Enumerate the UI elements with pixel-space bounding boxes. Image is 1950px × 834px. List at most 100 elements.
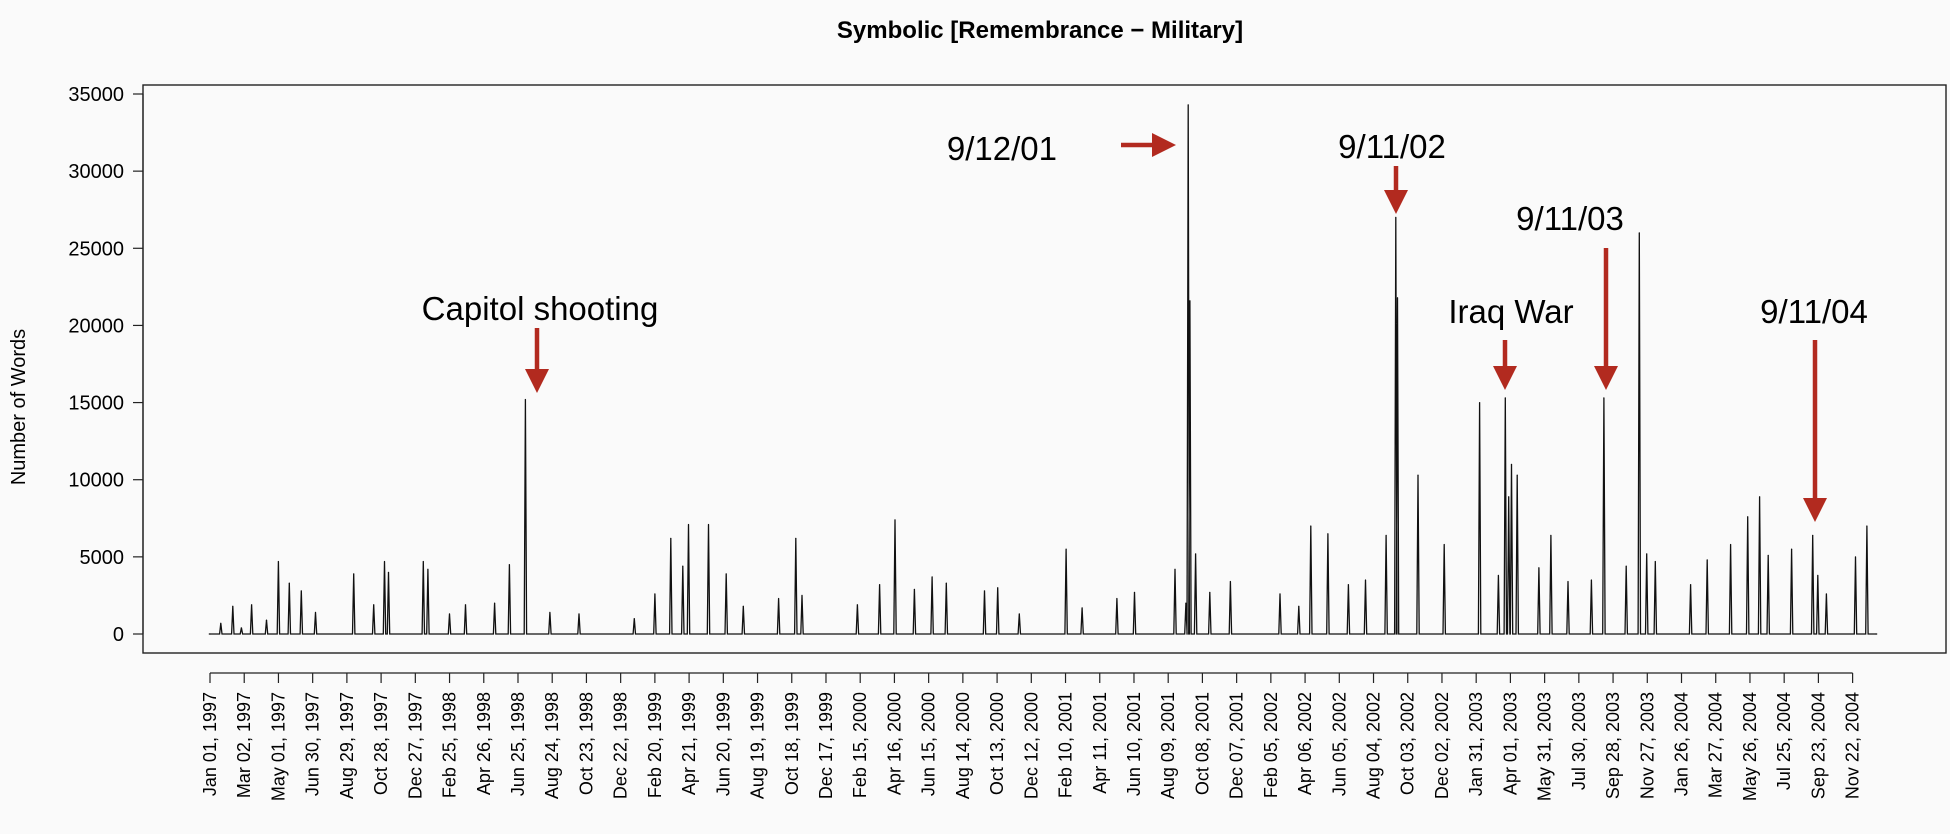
data-point: [801, 594, 803, 597]
x-tick-label: Aug 24, 1998: [542, 692, 562, 799]
data-point: [1385, 534, 1387, 536]
data-point: [1298, 605, 1300, 607]
data-point: [1081, 607, 1083, 609]
y-tick-label: 10000: [68, 470, 124, 492]
y-axis-label: Number of Words: [8, 329, 30, 485]
data-point: [1396, 297, 1399, 299]
x-tick-label: May 01, 1997: [268, 692, 288, 801]
data-point: [1550, 534, 1552, 536]
data-point: [795, 537, 797, 539]
data-point: [1875, 633, 1877, 635]
x-tick-label: Oct 18, 1999: [782, 692, 802, 795]
x-tick-label: Apr 06, 2002: [1295, 692, 1315, 795]
data-point: [1018, 613, 1020, 615]
x-tick-label: Oct 08, 2001: [1192, 692, 1212, 795]
data-point: [1497, 574, 1499, 577]
x-tick-label: Jun 30, 1997: [303, 692, 323, 796]
data-point: [945, 582, 947, 584]
x-tick-label: Oct 13, 2000: [987, 692, 1007, 795]
annotation-3: Iraq War: [1448, 293, 1574, 390]
data-point: [742, 605, 744, 607]
data-point: [1195, 553, 1197, 555]
data-point: [1706, 559, 1708, 561]
data-point: [1730, 543, 1732, 546]
x-tick-label: Nov 22, 2004: [1843, 692, 1863, 799]
data-point: [1116, 597, 1118, 600]
data-point: [353, 573, 355, 575]
data-point: [1791, 548, 1793, 550]
data-point: [1185, 602, 1187, 604]
x-tick-label: Feb 20, 1999: [645, 692, 665, 798]
x-tick-label: Feb 15, 2000: [850, 692, 870, 798]
data-point: [913, 588, 916, 590]
x-tick-label: Jun 15, 2000: [919, 692, 939, 796]
data-point: [220, 622, 222, 624]
data-point: [707, 523, 710, 526]
data-point: [427, 568, 429, 570]
data-point: [1327, 533, 1329, 535]
x-tick-label: Jan 01, 1997: [200, 692, 220, 796]
x-tick-label: Sep 23, 2004: [1808, 692, 1828, 799]
x-tick-label: Aug 04, 2002: [1364, 692, 1384, 799]
data-point: [578, 613, 580, 615]
data-point: [1508, 496, 1510, 498]
data-point: [856, 604, 859, 606]
x-tick-label: Dec 27, 1997: [405, 692, 425, 799]
data-point: [1825, 593, 1827, 595]
plot-area-frame: [142, 84, 1947, 654]
data-point: [983, 590, 986, 592]
x-tick-label: Dec 07, 2001: [1227, 692, 1247, 799]
data-point: [1443, 543, 1445, 546]
data-point: [1189, 300, 1191, 302]
data-point: [1590, 579, 1592, 581]
data-point: [265, 619, 268, 621]
data-point: [1279, 593, 1281, 595]
data-point: [1866, 525, 1868, 527]
data-point: [1065, 548, 1067, 550]
data-point: [1747, 516, 1749, 518]
data-point: [464, 604, 467, 606]
x-tick-label: Sep 28, 2003: [1603, 692, 1623, 799]
data-point: [1417, 474, 1419, 476]
y-tick-label: 5000: [80, 547, 125, 569]
annotation-2: 9/11/02: [1338, 128, 1446, 214]
data-point: [1854, 556, 1857, 558]
data-point: [1510, 463, 1513, 465]
data-point: [1174, 568, 1176, 570]
data-point: [387, 571, 390, 573]
data-point: [1567, 580, 1569, 583]
annotation-0: Capitol shooting: [422, 290, 658, 393]
data-point: [1209, 591, 1211, 593]
arrow-head: [525, 369, 549, 393]
data-point: [232, 605, 234, 607]
arrow-head: [1493, 366, 1517, 390]
x-tick-label: Dec 12, 2000: [1021, 692, 1041, 799]
data-point: [1538, 567, 1540, 569]
data-point: [1187, 104, 1189, 106]
data-point: [448, 613, 451, 615]
annotation-5: 9/11/04: [1760, 293, 1868, 522]
x-tick-label: Jun 05, 2002: [1329, 692, 1349, 796]
y-tick-label: 35000: [68, 84, 124, 106]
series-line: [208, 104, 1878, 635]
data-point: [1690, 584, 1692, 586]
data-point: [209, 633, 211, 635]
x-tick-label: Oct 23, 1998: [576, 692, 596, 795]
x-tick-label: Jul 25, 2004: [1774, 692, 1794, 790]
x-tick-label: Oct 03, 2002: [1398, 692, 1418, 795]
x-tick-label: Aug 14, 2000: [953, 692, 973, 799]
y-axis: 0 5000 10000 15000 20000 25000 30000 35000: [68, 84, 144, 646]
x-tick-label: Mar 27, 2004: [1706, 692, 1726, 798]
data-point: [277, 560, 279, 563]
series-group: [208, 104, 1878, 635]
data-point: [1347, 584, 1349, 586]
annotation-label: 9/11/03: [1516, 200, 1624, 237]
data-point: [1812, 534, 1814, 536]
annotation-label: 9/11/02: [1338, 128, 1446, 165]
x-tick-label: Apr 01, 2003: [1500, 692, 1520, 795]
data-point: [524, 398, 527, 401]
x-tick-label: Feb 25, 1998: [440, 692, 460, 798]
x-tick-label: Feb 05, 2002: [1261, 692, 1281, 798]
data-point: [654, 593, 656, 595]
